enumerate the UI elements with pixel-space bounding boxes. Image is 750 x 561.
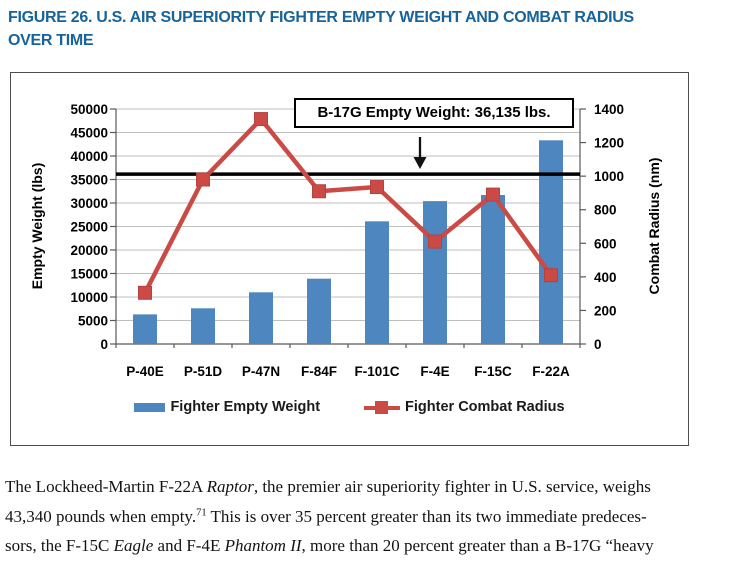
body-paragraph: The Lockheed-Martin F-22A Raptor, the pr… [5,472,749,561]
left-tick-label: 45000 [70,126,108,141]
annotation-callout: B-17G Empty Weight: 36,135 lbs. [294,98,574,128]
x-label-F-22A: F-22A [532,364,570,379]
bar-P-40E [133,314,157,344]
right-tick-label: 1000 [594,169,624,184]
text-segment: 71 [196,506,207,518]
right-tick-label: 0 [594,337,602,352]
right-axis-title: Combat Radius (nm) [646,157,662,295]
paragraph-line: 43,340 pounds when empty.71 This is over… [5,502,749,532]
left-tick-label: 35000 [70,173,108,188]
annotation-arrow-head-icon [413,157,427,169]
marker-F-22A [544,268,558,283]
left-tick-label: 15000 [70,267,108,282]
text-segment: Raptor [206,477,254,496]
chart-frame: 0 5000 10000 15000 20000 25000 30000 35000 40000… [10,72,689,446]
bar-F-84F [307,278,331,344]
bar-F-15C [481,195,505,344]
text-segment: sors, the F-15C [5,536,114,555]
text-segment: Phantom II [224,536,302,555]
x-label-P-40E: P-40E [126,364,164,379]
bar-F-4E [423,201,447,344]
text-segment: Eagle [113,536,154,555]
x-label-F-101C: F-101C [354,364,399,379]
left-tick-label: 25000 [70,220,108,235]
text-segment: This is over 35 percent greater than its… [206,506,647,526]
right-tick-label: 1200 [594,136,624,151]
legend-bar-swatch-icon [134,402,166,412]
bar-F-22A [539,140,563,344]
right-tick-label: 200 [594,303,617,318]
marker-P-47N [254,112,268,127]
left-tick-label: 0 [100,337,108,352]
left-tick-label: 30000 [70,196,108,211]
left-tick-label: 5000 [78,314,108,329]
text-segment: and F-4E [153,536,225,555]
legend-label-combat-radius: Fighter Combat Radius [405,399,565,415]
right-tick-label: 1400 [594,102,624,117]
text-segment: 43,340 pounds when empty. [5,506,197,526]
x-label-F-84F: F-84F [301,364,337,379]
legend-item-combat-radius: Fighter Combat Radius [364,399,565,415]
legend-item-empty-weight: Fighter Empty Weight [134,399,320,415]
legend-label-empty-weight: Fighter Empty Weight [170,399,321,415]
x-label-P-47N: P-47N [242,364,280,379]
bar-F-101C [365,221,389,344]
right-tick-label: 600 [594,236,617,251]
paragraph-line: sors, the F-15C Eagle and F-4E Phantom I… [5,531,749,561]
figure-caption-line1: FIGURE 26. U.S. AIR SUPERIORITY FIGHTER … [8,9,634,26]
right-tick-label: 800 [594,203,617,218]
right-tick-label: 400 [594,270,617,285]
combat-radius-line [142,116,553,294]
marker-F-15C [486,187,500,202]
marker-F-84F [312,184,326,199]
left-axis-title: Empty Weight (lbs) [29,162,45,290]
text-segment: The Lockheed-Martin F-22A [5,477,207,496]
marker-F-4E [428,234,442,249]
x-label-F-4E: F-4E [420,364,449,379]
left-tick-label: 20000 [70,243,108,258]
x-label-F-15C: F-15C [474,364,512,379]
figure-caption: FIGURE 26. U.S. AIR SUPERIORITY FIGHTER … [8,6,728,52]
paragraph-line: The Lockheed-Martin F-22A Raptor, the pr… [5,472,749,502]
bar-P-47N [249,292,273,344]
text-segment: , more than 20 percent greater than a B-… [301,536,654,555]
marker-P-51D [196,172,210,187]
left-tick-label: 50000 [70,102,108,117]
x-label-P-51D: P-51D [184,364,223,379]
left-tick-label: 40000 [70,149,108,164]
left-tick-label: 10000 [70,290,108,305]
legend-line-swatch-icon [364,400,401,414]
chart-legend: Fighter Empty Weight Fighter Combat Radi… [11,399,688,415]
legend-marker-icon [375,400,389,414]
marker-F-101C [370,180,384,195]
figure-caption-line2: OVER TIME [8,32,94,49]
bar-P-51D [191,308,215,344]
chart-plot: 0500010000150002000025000300003500040000… [70,102,624,379]
marker-P-40E [138,285,152,300]
text-segment: , the premier air superiority fighter in… [253,477,651,496]
